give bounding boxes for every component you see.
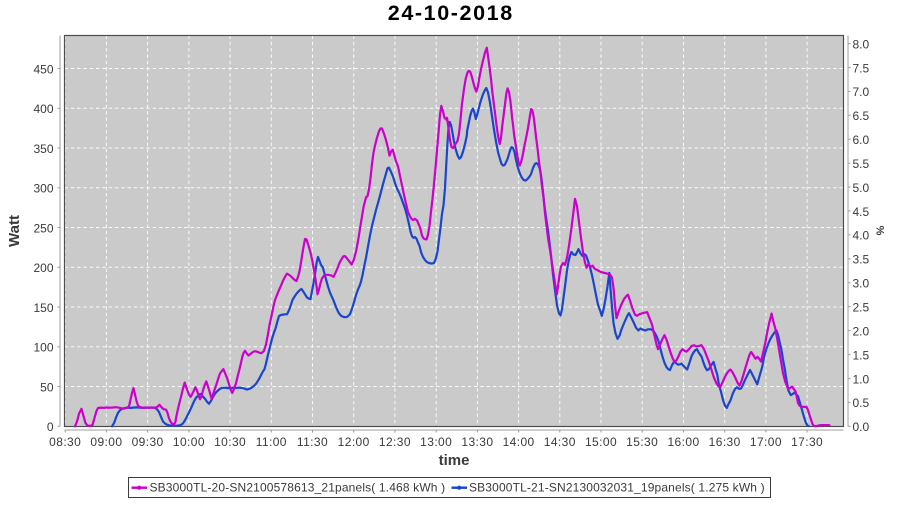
svg-text:10:00: 10:00: [173, 435, 205, 449]
svg-text:1.0: 1.0: [853, 372, 870, 386]
svg-text:2.0: 2.0: [853, 324, 870, 338]
svg-text:14:00: 14:00: [503, 435, 535, 449]
svg-text:3.5: 3.5: [853, 253, 870, 267]
svg-text:09:30: 09:30: [132, 435, 164, 449]
svg-text:Watt: Watt: [6, 215, 23, 247]
svg-text:08:30: 08:30: [49, 435, 81, 449]
svg-text:12:00: 12:00: [338, 435, 370, 449]
svg-text:6.5: 6.5: [853, 109, 870, 123]
svg-text:450: 450: [33, 62, 53, 76]
svg-text:09:00: 09:00: [90, 435, 122, 449]
svg-text:14:30: 14:30: [544, 435, 576, 449]
svg-text:6.0: 6.0: [853, 133, 870, 147]
svg-text:time: time: [439, 452, 470, 469]
svg-text:2.5: 2.5: [853, 301, 870, 315]
svg-text:13:00: 13:00: [420, 435, 452, 449]
svg-text:0.0: 0.0: [853, 420, 870, 434]
svg-text:%: %: [874, 226, 886, 236]
svg-text:8.0: 8.0: [853, 37, 870, 51]
svg-text:12:30: 12:30: [379, 435, 411, 449]
svg-text:15:00: 15:00: [585, 435, 617, 449]
svg-text:1.5: 1.5: [853, 348, 870, 362]
svg-text:4.5: 4.5: [853, 205, 870, 219]
svg-text:11:30: 11:30: [297, 435, 328, 449]
svg-text:11:00: 11:00: [256, 435, 287, 449]
svg-text:0.5: 0.5: [853, 396, 870, 410]
svg-text:3.0: 3.0: [853, 277, 870, 291]
svg-text:100: 100: [33, 341, 53, 355]
svg-text:250: 250: [33, 221, 53, 235]
svg-text:400: 400: [33, 102, 53, 116]
svg-text:24-10-2018: 24-10-2018: [388, 1, 514, 25]
svg-text:350: 350: [33, 142, 53, 156]
svg-text:0: 0: [47, 420, 54, 434]
svg-text:150: 150: [33, 301, 53, 315]
svg-text:5.5: 5.5: [853, 157, 870, 171]
svg-text:200: 200: [33, 261, 53, 275]
svg-text:7.0: 7.0: [853, 85, 870, 99]
svg-text:7.5: 7.5: [853, 61, 870, 75]
svg-text:SB3000TL-21-SN2130032031_19pan: SB3000TL-21-SN2130032031_19panels( 1.275…: [469, 480, 765, 494]
svg-text:13:30: 13:30: [461, 435, 493, 449]
svg-text:5.0: 5.0: [853, 181, 870, 195]
svg-text:17:00: 17:00: [750, 435, 782, 449]
svg-text:SB3000TL-20-SN2100578613_21pan: SB3000TL-20-SN2100578613_21panels( 1.468…: [150, 480, 446, 494]
svg-text:15:30: 15:30: [626, 435, 658, 449]
svg-text:16:00: 16:00: [667, 435, 699, 449]
svg-text:50: 50: [40, 380, 54, 394]
svg-text:16:30: 16:30: [709, 435, 741, 449]
svg-text:4.0: 4.0: [853, 229, 870, 243]
svg-text:300: 300: [33, 182, 53, 196]
svg-text:10:30: 10:30: [214, 435, 246, 449]
svg-text:17:30: 17:30: [791, 435, 823, 449]
